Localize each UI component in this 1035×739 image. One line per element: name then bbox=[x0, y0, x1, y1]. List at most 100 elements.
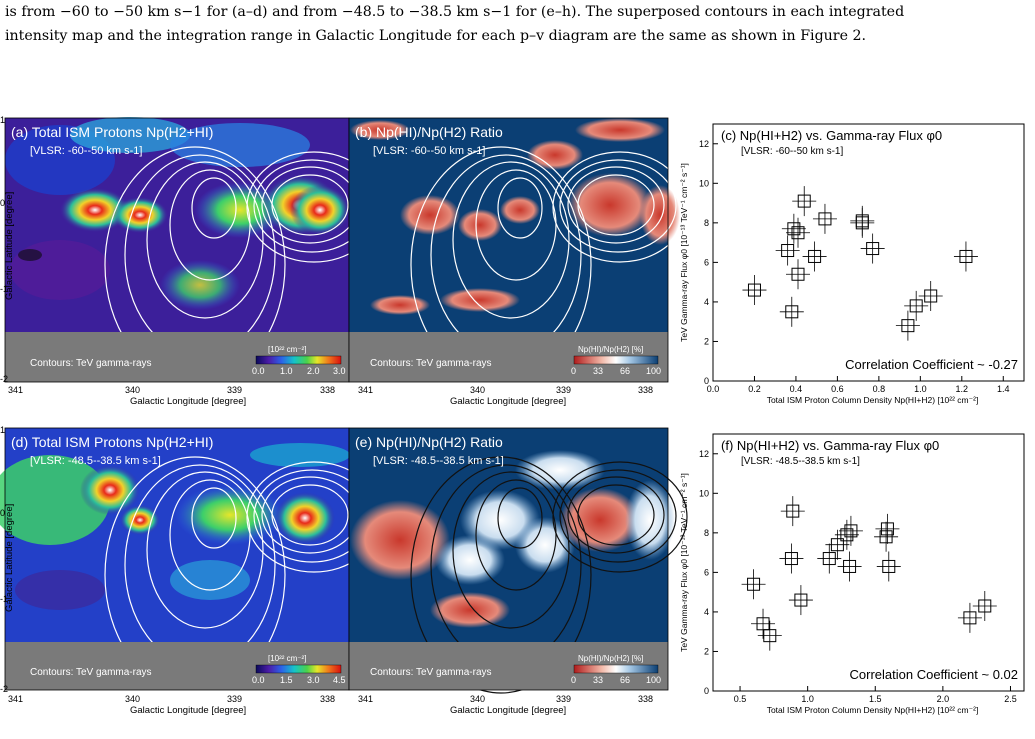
y-axis-label: TeV Gamma-ray Flux φ0 [10⁻¹³ TeV⁻¹ cm⁻² … bbox=[679, 473, 689, 652]
plot-title: (c) Np(HI+H2) vs. Gamma-ray Flux φ0 bbox=[721, 128, 942, 143]
xtick-e: 340 bbox=[470, 694, 485, 704]
data-point bbox=[876, 551, 901, 582]
panel-b-vlsr: [VLSR: -60--50 km s-1] bbox=[373, 145, 485, 157]
data-point bbox=[751, 608, 776, 639]
panel-e-title: (e) Np(HI)/Np(H2) Ratio bbox=[355, 434, 503, 450]
caption-line-1: is from −60 to −50 km s−1 for (a–d) and … bbox=[5, 4, 905, 20]
data-point bbox=[875, 513, 900, 544]
data-point bbox=[918, 280, 943, 311]
scatter-panel-f: 0.5 1.0 1.5 2.0 2.5 0 2 4 6 8 10 12 (f) Np(HI+H2) vs… bbox=[679, 433, 1025, 715]
y-tick-label: 6 bbox=[704, 567, 709, 577]
ylabel-row1: Galactic Latitude [degree] bbox=[4, 192, 15, 300]
xtick-a: 341 bbox=[8, 385, 23, 395]
colorbar-b bbox=[573, 355, 659, 365]
colorbar-e-tick: 0 bbox=[571, 675, 576, 685]
y-tick-label: 4 bbox=[704, 297, 709, 307]
colorbar-d-tick: 1.5 bbox=[280, 675, 293, 685]
ytick: 0 bbox=[0, 198, 5, 208]
x-tick-label: 2.0 bbox=[937, 694, 950, 704]
data-point bbox=[742, 275, 767, 306]
panel-d-title: (d) Total ISM Protons Np(H2+HI) bbox=[11, 434, 213, 450]
x-axis-label: Total ISM Proton Column Density Np(HI+H2… bbox=[767, 395, 979, 405]
colorbar-d-tick: 0.0 bbox=[252, 675, 265, 685]
caption-line-2: intensity map and the integration range … bbox=[5, 28, 867, 44]
x-tick-label: 1.0 bbox=[914, 384, 927, 394]
ylabel-row2: Galactic Latitude [degree] bbox=[4, 504, 15, 612]
data-point bbox=[786, 217, 811, 248]
data-point bbox=[788, 585, 813, 616]
colorbar-a-unit: [10²² cm⁻²] bbox=[268, 345, 306, 354]
correlation-annotation: Correlation Coefficient ~ 0.02 bbox=[850, 667, 1019, 682]
map-panel-a: (a) Total ISM Protons Np(H2+HI) [VLSR: -… bbox=[4, 117, 382, 384]
xtick-e: 339 bbox=[556, 694, 571, 704]
xlabel-b: Galactic Longitude [degree] bbox=[450, 396, 566, 407]
map-panel-b: (b) Np(HI)/Np(H2) Ratio [VLSR: -60--50 k… bbox=[348, 117, 688, 384]
data-point bbox=[779, 296, 804, 327]
data-point bbox=[957, 602, 982, 633]
plot-subtitle: [VLSR: -60--50 km s-1] bbox=[741, 146, 843, 157]
plot-title: (f) Np(HI+H2) vs. Gamma-ray Flux φ0 bbox=[721, 438, 939, 453]
colorbar-a-tick: 3.0 bbox=[333, 366, 346, 376]
y-tick-label: 12 bbox=[699, 139, 709, 149]
x-tick-label: 1.4 bbox=[997, 384, 1010, 394]
xtick-a: 340 bbox=[125, 385, 140, 395]
xlabel-e: Galactic Longitude [degree] bbox=[450, 705, 566, 716]
colorbar-d-tick: 4.5 bbox=[333, 675, 346, 685]
contours-label-a: Contours: TeV gamma-rays bbox=[30, 358, 152, 369]
ytick: 1 bbox=[0, 425, 5, 435]
xtick-b: 340 bbox=[470, 385, 485, 395]
xtick-d: 338 bbox=[320, 694, 335, 704]
colorbar-e-tick: 66 bbox=[620, 675, 630, 685]
colorbar-b-tick: 100 bbox=[646, 366, 661, 376]
colorbar-b-tick: 33 bbox=[593, 366, 603, 376]
y-tick-label: 6 bbox=[704, 257, 709, 267]
map-axes-row1: 1 0 -1 -2 341 340 339 338 341 340 339 33… bbox=[0, 115, 653, 407]
plot-subtitle: [VLSR: -48.5--38.5 km s-1] bbox=[741, 456, 860, 467]
x-tick-label: 1.2 bbox=[956, 384, 969, 394]
data-point bbox=[953, 241, 978, 272]
x-tick-label: 0.0 bbox=[707, 384, 720, 394]
y-tick-label: 10 bbox=[699, 178, 709, 188]
colorbar-e-tick: 100 bbox=[646, 675, 661, 685]
plot-frame bbox=[712, 123, 1025, 382]
data-point bbox=[779, 543, 804, 574]
bottom-caption-remnant bbox=[0, 722, 1035, 739]
colorbar-e-tick: 33 bbox=[593, 675, 603, 685]
correlation-annotation: Correlation Coefficient ~ -0.27 bbox=[845, 357, 1018, 372]
y-tick-label: 4 bbox=[704, 607, 709, 617]
panel-a-title: (a) Total ISM Protons Np(H2+HI) bbox=[11, 124, 213, 140]
figure-caption-top: is from −60 to −50 km s−1 for (a–d) and … bbox=[5, 0, 1030, 48]
ytick: -1 bbox=[0, 284, 8, 294]
panel-d-vlsr: [VLSR: -48.5--38.5 km s-1] bbox=[30, 455, 161, 467]
map-panel-e: (e) Np(HI)/Np(H2) Ratio [VLSR: -48.5--38… bbox=[348, 427, 688, 694]
colorbar-a-tick: 2.0 bbox=[307, 366, 320, 376]
xtick-d: 340 bbox=[125, 694, 140, 704]
contours-label-e: Contours: TeV gamma-rays bbox=[370, 667, 492, 678]
panel-b-title: (b) Np(HI)/Np(H2) Ratio bbox=[355, 124, 503, 140]
data-point bbox=[786, 259, 811, 290]
colorbar-b-tick: 66 bbox=[620, 366, 630, 376]
data-point bbox=[757, 620, 782, 651]
y-tick-label: 0 bbox=[704, 376, 709, 386]
data-point bbox=[741, 569, 766, 600]
xlabel-a: Galactic Longitude [degree] bbox=[130, 396, 246, 407]
data-point bbox=[775, 235, 800, 266]
ytick: 0 bbox=[0, 508, 5, 518]
data-point bbox=[874, 521, 899, 552]
x-tick-label: 0.2 bbox=[748, 384, 761, 394]
y-tick-label: 8 bbox=[704, 528, 709, 538]
plot-frame bbox=[712, 433, 1025, 692]
data-point bbox=[812, 203, 837, 234]
x-tick-label: 1.0 bbox=[801, 694, 814, 704]
data-point bbox=[972, 590, 997, 621]
x-tick-label: 1.5 bbox=[869, 694, 882, 704]
colorbar-d bbox=[255, 664, 342, 674]
xtick-a: 339 bbox=[227, 385, 242, 395]
xtick-b: 341 bbox=[358, 385, 373, 395]
data-point bbox=[780, 496, 805, 527]
panel-e-vlsr: [VLSR: -48.5--38.5 km s-1] bbox=[373, 455, 504, 467]
colorbar-b-unit: Np(HI)/Np(H2) [%] bbox=[578, 345, 643, 354]
y-axis-label: TeV Gamma-ray Flux φ0 [10⁻¹³ TeV⁻¹ cm⁻² … bbox=[679, 163, 689, 342]
y-tick-label: 2 bbox=[704, 336, 709, 346]
y-tick-label: 0 bbox=[704, 686, 709, 696]
